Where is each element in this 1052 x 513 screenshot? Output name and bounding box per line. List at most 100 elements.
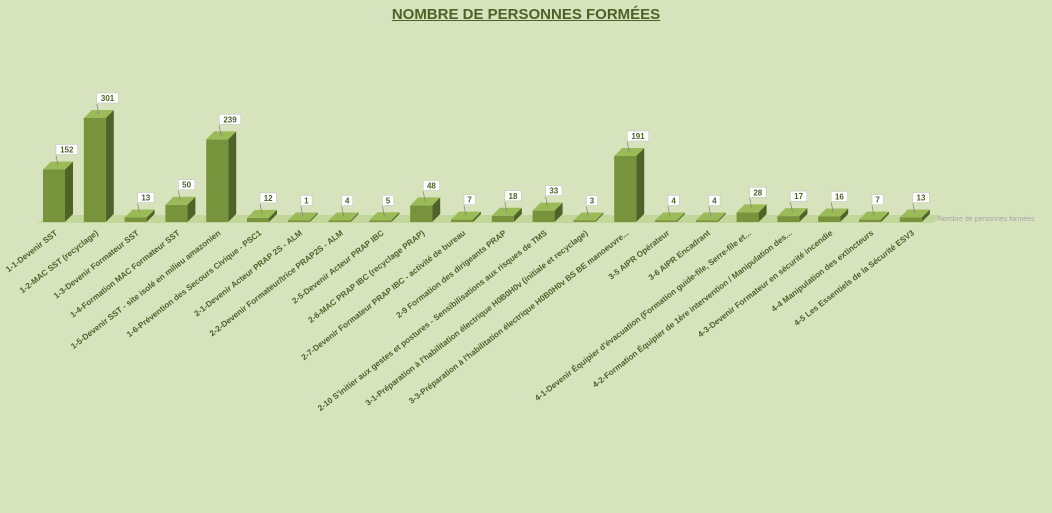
bar bbox=[43, 169, 65, 222]
data-label-leader bbox=[830, 202, 834, 213]
bar-side bbox=[228, 131, 237, 222]
data-label-leader bbox=[626, 141, 630, 153]
data-label: 7 bbox=[875, 196, 880, 205]
data-label-box bbox=[422, 180, 440, 191]
data-label-box bbox=[259, 192, 277, 204]
data-label: 1 bbox=[304, 197, 309, 206]
data-label: 18 bbox=[509, 192, 518, 201]
bar bbox=[818, 216, 841, 222]
bar-side bbox=[921, 209, 930, 222]
bar bbox=[206, 139, 229, 222]
x-tick-label: 1-5-Devenir SST - site isolé en milieu a… bbox=[69, 228, 222, 351]
bar-side bbox=[187, 196, 196, 222]
data-label: 4 bbox=[345, 197, 350, 206]
data-label-box bbox=[300, 195, 313, 206]
chart-title: NOMBRE DE PERSONNES FORMÉES bbox=[391, 6, 661, 23]
data-label-box bbox=[790, 190, 808, 202]
bar bbox=[451, 219, 473, 222]
data-label: 3 bbox=[590, 197, 595, 206]
data-label: 12 bbox=[264, 194, 273, 203]
data-label-leader bbox=[912, 203, 916, 214]
bar-side bbox=[677, 212, 685, 222]
data-label-leader bbox=[504, 201, 508, 212]
bar-side bbox=[473, 211, 481, 222]
data-label-box bbox=[830, 191, 848, 202]
bar-side bbox=[636, 148, 645, 222]
bar-side bbox=[717, 212, 726, 222]
data-label-leader bbox=[463, 205, 467, 216]
data-label-leader bbox=[871, 205, 875, 216]
data-label-leader bbox=[749, 198, 752, 209]
data-label-leader bbox=[259, 203, 263, 214]
bar bbox=[573, 220, 596, 222]
data-label: 239 bbox=[223, 115, 237, 124]
data-label: 191 bbox=[631, 132, 645, 141]
data-label-box bbox=[626, 130, 650, 142]
bar bbox=[83, 118, 106, 222]
data-label: 4 bbox=[712, 197, 717, 206]
data-label: 17 bbox=[794, 192, 803, 201]
bar bbox=[287, 220, 310, 222]
bar-side bbox=[350, 212, 359, 222]
bar bbox=[369, 220, 392, 222]
data-label-box bbox=[708, 195, 721, 206]
data-label-box bbox=[218, 114, 242, 125]
data-label-box bbox=[55, 144, 78, 155]
bar-side bbox=[554, 202, 563, 222]
data-label: 13 bbox=[917, 194, 926, 203]
bar-side bbox=[391, 212, 400, 222]
bar bbox=[410, 205, 433, 222]
bar-side bbox=[840, 208, 849, 222]
bar-side bbox=[799, 208, 808, 222]
bar-side bbox=[65, 161, 73, 222]
bar bbox=[124, 217, 147, 222]
bar-side bbox=[595, 212, 604, 222]
data-label: 48 bbox=[427, 181, 436, 190]
x-tick-label: 1-2-MAC SST (recyclage) bbox=[18, 228, 100, 295]
bar bbox=[777, 216, 800, 222]
x-tick-label: 4-2-Formation Équipier de 1ère intervent… bbox=[590, 228, 793, 390]
bar bbox=[899, 217, 922, 222]
data-label-leader bbox=[708, 206, 712, 217]
data-label-box bbox=[749, 187, 767, 198]
bar bbox=[532, 210, 555, 222]
data-label-box bbox=[912, 192, 930, 203]
bar-side bbox=[146, 209, 155, 222]
bar-side bbox=[309, 212, 318, 222]
data-label-leader bbox=[178, 190, 181, 201]
data-label: 301 bbox=[101, 94, 115, 103]
data-label-box bbox=[137, 192, 155, 203]
bar-side bbox=[432, 197, 441, 222]
bar-side bbox=[513, 207, 522, 222]
bar bbox=[491, 215, 514, 222]
data-label: 28 bbox=[753, 188, 762, 197]
data-label-box bbox=[382, 195, 394, 206]
data-label-leader bbox=[218, 125, 222, 136]
bar bbox=[695, 220, 718, 222]
data-label-box bbox=[341, 195, 354, 206]
bar bbox=[655, 220, 677, 222]
data-label-leader bbox=[790, 202, 793, 213]
data-label-leader bbox=[422, 191, 426, 202]
bar-side bbox=[269, 209, 277, 222]
bar-side bbox=[105, 110, 114, 222]
data-label-leader bbox=[137, 203, 140, 214]
data-label-leader bbox=[55, 155, 59, 166]
bar bbox=[165, 204, 188, 222]
data-label-box bbox=[178, 179, 196, 190]
data-label-box bbox=[545, 185, 563, 196]
data-label: 50 bbox=[182, 181, 191, 190]
data-label-box bbox=[586, 195, 598, 206]
data-label: 7 bbox=[467, 196, 472, 205]
data-label-box bbox=[463, 194, 476, 205]
bar bbox=[859, 219, 881, 222]
data-label-leader bbox=[300, 206, 304, 217]
data-label: 16 bbox=[835, 192, 844, 201]
data-label-leader bbox=[545, 196, 548, 207]
data-label: 4 bbox=[671, 197, 676, 206]
bar bbox=[247, 217, 269, 222]
bar bbox=[328, 220, 351, 222]
data-label-box bbox=[96, 92, 119, 104]
data-label: 13 bbox=[141, 194, 150, 203]
